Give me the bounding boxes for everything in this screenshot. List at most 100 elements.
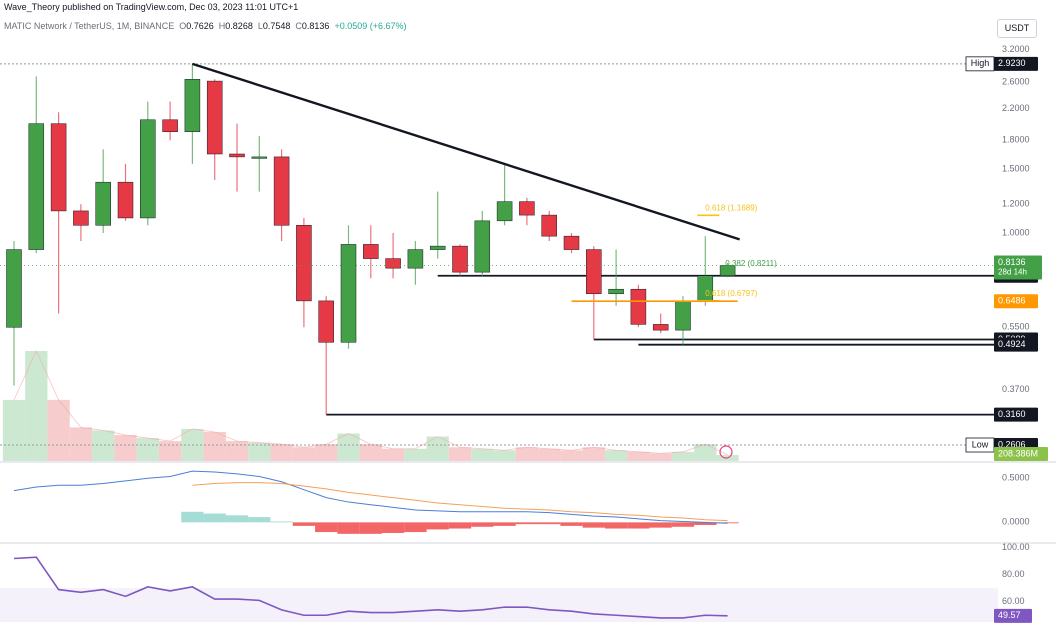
volume-bar: [583, 447, 605, 461]
volume-bar: [605, 450, 627, 461]
macd-histogram-bar: [360, 522, 382, 533]
y-tick-label: 3.2000: [1002, 44, 1030, 54]
candle-body-down: [118, 182, 133, 218]
candle-body-down: [163, 120, 178, 132]
volume-bar: [248, 443, 270, 461]
candle-body-down: [564, 236, 579, 249]
volume-bar: [3, 400, 25, 461]
fib-label: 0.382 (0.8211): [725, 259, 777, 268]
y-tick-label: 1.0000: [1002, 227, 1030, 237]
volume-bar: [449, 447, 471, 461]
candle-body-down: [319, 301, 334, 342]
candle-body-up: [676, 301, 691, 330]
macd-histogram-bar: [493, 522, 515, 526]
candle-body-up: [96, 182, 111, 225]
candle-body-up: [29, 124, 44, 250]
rsi-y-tick: 60.00: [1002, 596, 1025, 606]
volume-bar: [270, 444, 292, 461]
candle-body-down: [453, 246, 468, 272]
candle-body-down: [519, 202, 534, 215]
candle-body-up: [7, 250, 22, 328]
macd-histogram-bar: [315, 522, 337, 532]
candle-body-down: [653, 324, 668, 330]
rsi-y-tick: 80.00: [1002, 569, 1025, 579]
volume-bar: [70, 427, 92, 461]
macd-histogram-bar: [382, 522, 404, 533]
macd-histogram-bar: [270, 521, 292, 522]
volume-bar: [382, 449, 404, 461]
volume-bar: [114, 435, 136, 461]
macd-histogram-bar: [337, 522, 359, 533]
macd-histogram-bar: [583, 522, 605, 527]
macd-y-tick: 0.0000: [1002, 517, 1030, 527]
level-value-label: 0.4924: [998, 339, 1026, 349]
candle-body-down: [363, 244, 378, 258]
volume-bar: [360, 444, 382, 461]
fib-label: 0.618 (1.1689): [705, 203, 757, 212]
candle-body-down: [73, 211, 88, 225]
candle-body-down: [230, 154, 245, 157]
macd-signal-line: [192, 483, 727, 521]
level-value-label: 0.3160: [998, 409, 1026, 419]
macd-histogram-bar: [248, 517, 270, 522]
volume-bar: [672, 452, 694, 461]
macd-histogram-bar: [538, 522, 560, 524]
volume-bar: [650, 453, 672, 461]
candle-body-down: [631, 289, 646, 324]
macd-y-tick: 0.5000: [1002, 473, 1030, 483]
rsi-y-tick: 100.00: [1002, 542, 1030, 552]
candle-body-down: [586, 250, 601, 294]
candle-body-down: [542, 215, 557, 236]
macd-histogram-bar: [226, 515, 248, 522]
volume-bar: [627, 452, 649, 461]
level-name-label: Low: [972, 439, 989, 449]
candle-body-up: [609, 289, 624, 294]
candle-body-up: [252, 157, 267, 159]
volume-bar: [204, 432, 226, 461]
candle-body-up: [497, 202, 512, 221]
y-tick-label: 2.6000: [1002, 77, 1030, 87]
macd-line: [14, 471, 728, 523]
volume-bar: [404, 449, 426, 461]
macd-histogram-bar: [560, 522, 582, 526]
y-tick-label: 1.2000: [1002, 199, 1030, 209]
candle-body-up: [185, 79, 200, 131]
macd-histogram-bar: [605, 522, 627, 528]
macd-histogram-bar: [650, 522, 672, 527]
candle-body-down: [274, 157, 289, 225]
y-tick-label: 0.5500: [1002, 322, 1030, 332]
candle-body-up: [341, 244, 356, 342]
volume-bar: [293, 447, 315, 461]
macd-histogram-bar: [672, 522, 694, 526]
candle-body-down: [296, 225, 311, 301]
level-value-label: 2.9230: [998, 58, 1026, 68]
candle-body-up: [140, 120, 155, 218]
y-tick-label: 1.5000: [1002, 163, 1030, 173]
macd-histogram-bar: [293, 522, 315, 526]
fib-label: 0.618 (0.6797): [705, 289, 757, 298]
macd-histogram-bar: [516, 522, 538, 524]
macd-histogram-bar: [204, 514, 226, 523]
volume-bar: [226, 441, 248, 461]
macd-histogram-bar: [181, 512, 203, 523]
volume-bar: [493, 450, 515, 461]
candle-body-down: [207, 81, 222, 154]
rsi-value-label: 49.57: [998, 610, 1021, 620]
volume-bar: [92, 430, 114, 461]
candle-body-down: [51, 124, 66, 211]
y-tick-label: 0.3700: [1002, 384, 1030, 394]
level-name-label: High: [971, 58, 990, 68]
macd-histogram-bar: [627, 522, 649, 528]
volume-bar: [137, 438, 159, 461]
rsi-band: [0, 588, 998, 622]
volume-value-label: 208.386M: [998, 448, 1038, 458]
macd-histogram-bar: [427, 522, 449, 529]
candle-body-up: [475, 221, 490, 272]
y-tick-label: 1.8000: [1002, 135, 1030, 145]
bar-countdown: 28d 14h: [998, 268, 1027, 277]
volume-bar: [516, 447, 538, 461]
volume-bar: [538, 449, 560, 461]
y-tick-label: 2.2000: [1002, 103, 1030, 113]
current-price-value: 0.8136: [998, 257, 1026, 267]
